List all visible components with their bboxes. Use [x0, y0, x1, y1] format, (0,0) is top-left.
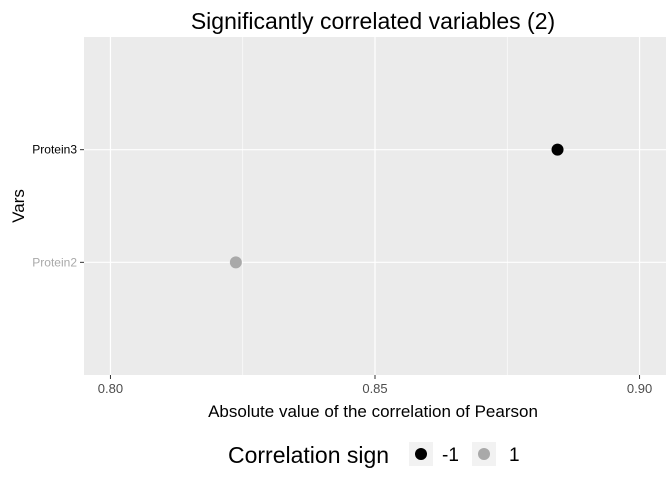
points-layer: [229, 143, 564, 269]
chart-title: Significantly correlated variables (2): [191, 8, 555, 34]
legend-label-pos: 1: [509, 445, 520, 466]
grid-layer: [84, 37, 666, 375]
x-tick-label: 0.90: [627, 381, 652, 396]
legend-title: Correlation sign: [228, 442, 389, 468]
data-point: [551, 143, 564, 156]
x-tick-label: 0.80: [98, 381, 123, 396]
legend-marker-neg: [415, 448, 427, 460]
legend: Correlation sign -1 1: [228, 442, 520, 468]
axis-layer: 0.80 0.85 0.90 Protein2 Protein3: [32, 143, 652, 396]
x-tick-label: 0.85: [362, 381, 387, 396]
y-axis-title: Vars: [9, 189, 28, 223]
data-point: [229, 256, 242, 269]
legend-marker-pos: [478, 448, 490, 460]
x-axis-title: Absolute value of the correlation of Pea…: [208, 402, 538, 421]
y-tick-label: Protein3: [32, 143, 77, 157]
legend-label-neg: -1: [442, 445, 459, 466]
y-tick-label: Protein2: [32, 255, 77, 269]
